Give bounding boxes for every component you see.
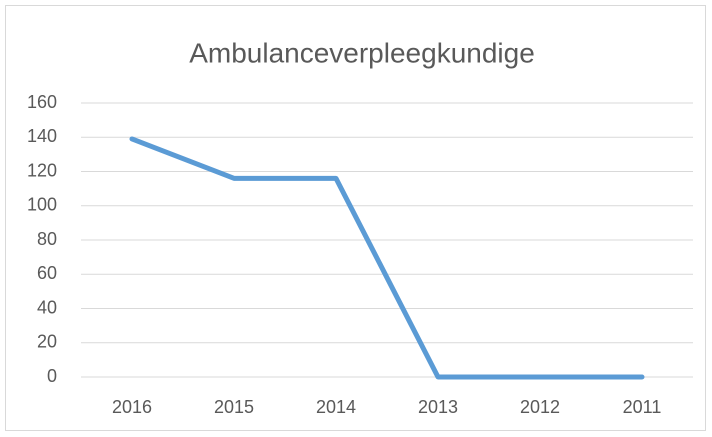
y-tick-label: 20 [37, 332, 57, 352]
x-tick-label: 2015 [214, 397, 254, 417]
y-tick-label: 40 [37, 297, 57, 317]
data-line [129, 136, 645, 380]
y-tick-label: 140 [27, 126, 57, 146]
y-tick-label: 60 [37, 263, 57, 283]
x-tick-label: 2014 [316, 397, 356, 417]
y-tick-label: 120 [27, 160, 57, 180]
x-tick-label: 2012 [520, 397, 560, 417]
chart-title: Ambulanceverpleegkundige [189, 37, 535, 68]
x-tick-label: 2011 [623, 397, 662, 417]
y-tick-label: 100 [27, 195, 57, 215]
y-tick-label: 0 [47, 366, 57, 386]
y-tick-label: 80 [37, 229, 57, 249]
x-tick-label: 2013 [418, 397, 458, 417]
x-tick-label: 2016 [112, 397, 152, 417]
y-tick-label: 160 [27, 92, 57, 112]
